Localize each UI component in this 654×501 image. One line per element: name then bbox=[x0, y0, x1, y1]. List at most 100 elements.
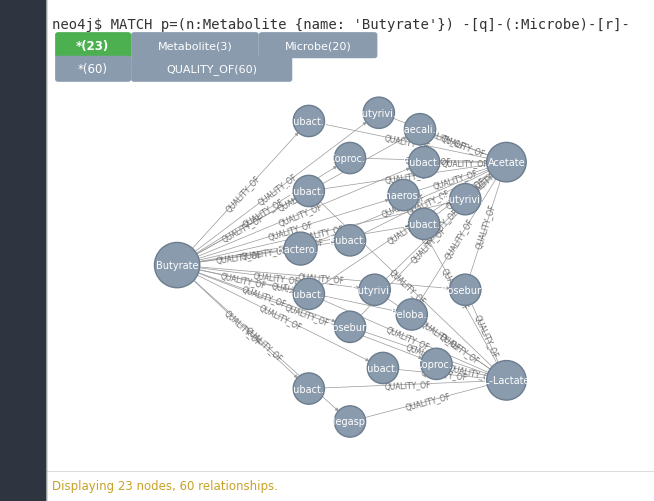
Text: QUALITY_OF: QUALITY_OF bbox=[385, 324, 431, 351]
Circle shape bbox=[334, 406, 366, 437]
Text: *(23): *(23) bbox=[76, 40, 109, 53]
FancyBboxPatch shape bbox=[259, 33, 377, 59]
Text: L-Lactate: L-Lactate bbox=[484, 376, 529, 386]
Text: Faecali...: Faecali... bbox=[399, 125, 441, 135]
Text: QUALITY_OF: QUALITY_OF bbox=[223, 308, 263, 346]
Text: Rosebur...: Rosebur... bbox=[326, 322, 374, 332]
Text: QUALITY_OF: QUALITY_OF bbox=[442, 158, 489, 167]
Text: QUALITY_OF: QUALITY_OF bbox=[448, 363, 495, 382]
Text: QUALITY_OF: QUALITY_OF bbox=[384, 379, 431, 390]
Text: QUALITY_OF: QUALITY_OF bbox=[421, 368, 468, 381]
Text: QUALITY_OF: QUALITY_OF bbox=[243, 325, 284, 363]
Text: QUALITY_OF: QUALITY_OF bbox=[419, 319, 462, 352]
Text: Eubact...: Eubact... bbox=[362, 363, 404, 373]
Text: QUALITY_OF: QUALITY_OF bbox=[224, 173, 262, 214]
Circle shape bbox=[449, 275, 481, 306]
Text: QUALITY_OF: QUALITY_OF bbox=[384, 133, 431, 151]
FancyBboxPatch shape bbox=[131, 57, 292, 83]
Text: QUALITY_OF: QUALITY_OF bbox=[219, 271, 267, 289]
Text: QUALITY_OF: QUALITY_OF bbox=[271, 281, 318, 300]
Text: ◉: ◉ bbox=[18, 262, 28, 275]
Circle shape bbox=[334, 143, 366, 174]
Circle shape bbox=[487, 361, 526, 400]
Text: QUALITY_OF: QUALITY_OF bbox=[298, 223, 345, 242]
Text: Eubact...: Eubact... bbox=[328, 236, 371, 246]
Text: Microbe(20): Microbe(20) bbox=[285, 41, 352, 51]
Text: Displaying 23 nodes, 60 relationships.: Displaying 23 nodes, 60 relationships. bbox=[52, 479, 278, 492]
Text: QUALITY_OF: QUALITY_OF bbox=[405, 391, 452, 411]
Text: QUALITY_OF: QUALITY_OF bbox=[474, 203, 497, 250]
Text: Coproc...: Coproc... bbox=[328, 154, 371, 164]
Text: Eubact...: Eubact... bbox=[287, 186, 330, 196]
Circle shape bbox=[293, 279, 324, 310]
Text: Butyrivi...: Butyrivi... bbox=[351, 285, 398, 295]
Text: QUALITY_OF: QUALITY_OF bbox=[388, 267, 428, 306]
Text: Eubact...: Eubact... bbox=[403, 158, 445, 168]
Text: ◉: ◉ bbox=[18, 66, 28, 79]
Text: ◉: ◉ bbox=[18, 196, 28, 209]
Text: QUALITY_OF: QUALITY_OF bbox=[277, 237, 324, 253]
Text: Eubact...: Eubact... bbox=[403, 219, 445, 229]
Text: QUALITY_OF: QUALITY_OF bbox=[215, 250, 262, 265]
Text: QUALITY_OF: QUALITY_OF bbox=[220, 213, 266, 244]
Text: Bactero...: Bactero... bbox=[277, 244, 324, 254]
Text: Butyrate: Butyrate bbox=[156, 261, 198, 271]
Circle shape bbox=[404, 114, 436, 146]
Text: Peloba...: Peloba... bbox=[391, 310, 432, 320]
Text: Rosebur...: Rosebur... bbox=[441, 285, 489, 295]
Circle shape bbox=[334, 225, 366, 257]
Circle shape bbox=[368, 353, 398, 384]
Text: QUALITY_OF: QUALITY_OF bbox=[240, 245, 287, 261]
Text: QUALITY_OF: QUALITY_OF bbox=[283, 303, 330, 327]
Text: QUALITY_OF: QUALITY_OF bbox=[472, 313, 500, 358]
Text: QUALITY_OF: QUALITY_OF bbox=[257, 172, 300, 207]
Text: QUALITY_OF: QUALITY_OF bbox=[409, 225, 447, 265]
Text: *(60): *(60) bbox=[78, 63, 108, 76]
Circle shape bbox=[396, 299, 427, 331]
Text: QUALITY_OF: QUALITY_OF bbox=[240, 284, 287, 309]
Text: QUALITY_OF: QUALITY_OF bbox=[439, 266, 470, 311]
Text: Acetate: Acetate bbox=[488, 158, 525, 168]
FancyBboxPatch shape bbox=[55, 33, 131, 59]
Text: Butyrivi...: Butyrivi... bbox=[355, 109, 402, 119]
Circle shape bbox=[449, 184, 481, 215]
Text: QUALITY_OF: QUALITY_OF bbox=[381, 193, 426, 219]
Circle shape bbox=[421, 349, 452, 380]
Text: Metabolite(3): Metabolite(3) bbox=[158, 41, 232, 51]
Text: ◉: ◉ bbox=[18, 131, 28, 144]
Text: QUALITY_OF: QUALITY_OF bbox=[384, 169, 431, 185]
Circle shape bbox=[293, 106, 324, 137]
Circle shape bbox=[409, 147, 439, 178]
Circle shape bbox=[154, 243, 199, 288]
Text: QUALITY_OF: QUALITY_OF bbox=[443, 217, 475, 261]
Circle shape bbox=[293, 373, 324, 404]
Text: QUALITY_OF: QUALITY_OF bbox=[438, 331, 481, 365]
Text: QUALITY_OF: QUALITY_OF bbox=[257, 303, 303, 331]
Text: Text: Text bbox=[16, 220, 30, 226]
Text: QUALITY_OF: QUALITY_OF bbox=[298, 272, 345, 284]
Text: Coproc...: Coproc... bbox=[415, 359, 458, 369]
Text: QUALITY_OF: QUALITY_OF bbox=[267, 219, 314, 242]
Text: QUALITY_OF: QUALITY_OF bbox=[444, 176, 487, 211]
Text: QUALITY_OF: QUALITY_OF bbox=[405, 156, 451, 166]
Text: QUALITY_OF: QUALITY_OF bbox=[252, 271, 300, 285]
Text: QUALITY_OF: QUALITY_OF bbox=[421, 207, 460, 246]
Text: QUALITY_OF: QUALITY_OF bbox=[432, 168, 479, 190]
Text: Graph: Graph bbox=[12, 90, 34, 96]
FancyBboxPatch shape bbox=[131, 33, 259, 59]
Text: QUALITY_OF: QUALITY_OF bbox=[241, 196, 286, 228]
Text: Butyrivi...: Butyrivi... bbox=[442, 195, 489, 205]
Text: QUALITY_OF: QUALITY_OF bbox=[277, 201, 324, 227]
Circle shape bbox=[334, 312, 366, 343]
Text: QUALITY_OF: QUALITY_OF bbox=[466, 162, 506, 200]
Text: QUALITY_OF: QUALITY_OF bbox=[440, 134, 487, 159]
Text: QUALITY_OF(60): QUALITY_OF(60) bbox=[166, 64, 257, 75]
Text: QUALITY_OF: QUALITY_OF bbox=[405, 342, 452, 366]
FancyBboxPatch shape bbox=[55, 57, 131, 83]
Text: Code: Code bbox=[14, 285, 32, 291]
Text: QUALITY_OF: QUALITY_OF bbox=[405, 187, 451, 216]
Circle shape bbox=[487, 143, 526, 182]
Text: Megasp...: Megasp... bbox=[326, 417, 373, 427]
Text: Eubact...: Eubact... bbox=[287, 384, 330, 394]
Text: QUALITY_OF: QUALITY_OF bbox=[276, 182, 321, 213]
